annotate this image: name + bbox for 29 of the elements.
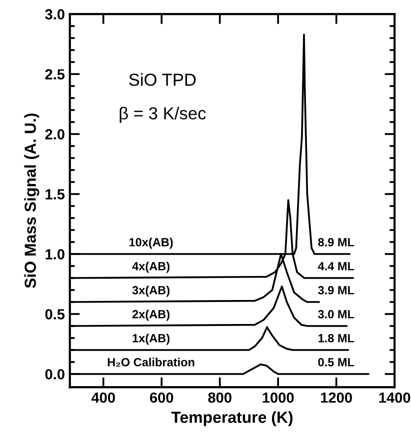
- annotation: 8.9 ML: [318, 238, 354, 246]
- annotation: 3.9 ML: [318, 286, 354, 294]
- text: β = 3 K/sec: [120, 106, 206, 123]
- x-tick-label: 400: [91, 392, 115, 403]
- annotation: 1.8 ML: [318, 334, 354, 342]
- y-tick-label: 3.0: [45, 9, 64, 20]
- y-axis-title: SiO Mass Signal (A. U.): [24, 114, 40, 288]
- y-tick-label: 1.0: [46, 249, 64, 260]
- annotation: 3.0 ML: [318, 310, 354, 318]
- x-axis-title: Temperature (K): [171, 411, 293, 426]
- annotation: 4.4 ML: [318, 262, 354, 270]
- series-label: 4x(AB): [132, 262, 170, 273]
- y-tick-label: 2.0: [45, 129, 64, 140]
- text: SiO TPD: [129, 73, 196, 86]
- annotation: 0.5 ML: [318, 358, 354, 366]
- x-tick-label: 1200: [321, 392, 352, 403]
- series-label: 2x(AB): [132, 310, 170, 321]
- series-label: 10x(AB): [129, 238, 173, 249]
- y-tick-label: 0.0: [45, 369, 64, 380]
- x-tick-label: 800: [208, 392, 232, 403]
- x-tick-label: 1400: [379, 392, 410, 403]
- y-tick-label: 2.5: [45, 69, 65, 80]
- series-label: 3x(AB): [132, 286, 170, 297]
- y-tick-label: 1.5: [46, 189, 65, 200]
- x-tick-label: 1000: [262, 392, 294, 403]
- series-label: 1x(AB): [132, 334, 170, 345]
- y-tick-label: 0.5: [45, 309, 65, 320]
- x-tick-label: 600: [150, 392, 174, 403]
- series-label: H₂O Calibration: [108, 358, 194, 367]
